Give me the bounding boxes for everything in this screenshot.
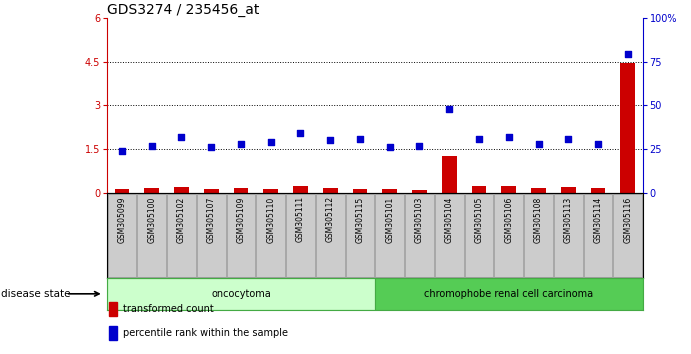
Text: GSM305107: GSM305107 xyxy=(207,196,216,243)
Text: GSM305115: GSM305115 xyxy=(355,196,364,242)
Text: GDS3274 / 235456_at: GDS3274 / 235456_at xyxy=(107,3,260,17)
Bar xyxy=(263,189,278,193)
Text: GSM305106: GSM305106 xyxy=(504,196,513,243)
Text: GSM305099: GSM305099 xyxy=(117,196,126,243)
Bar xyxy=(465,194,493,277)
Text: GSM305109: GSM305109 xyxy=(236,196,245,243)
Point xyxy=(117,148,128,154)
Bar xyxy=(471,186,486,193)
Point xyxy=(265,139,276,145)
Point xyxy=(473,136,484,142)
Text: percentile rank within the sample: percentile rank within the sample xyxy=(123,327,288,338)
Text: GSM305103: GSM305103 xyxy=(415,196,424,243)
Bar xyxy=(286,194,315,277)
Text: GSM305110: GSM305110 xyxy=(266,196,275,242)
Bar xyxy=(346,194,375,277)
Bar xyxy=(107,278,375,310)
Point xyxy=(206,144,217,150)
Bar xyxy=(204,189,218,193)
Bar xyxy=(591,188,605,193)
Point xyxy=(384,144,395,150)
Bar xyxy=(554,194,583,277)
Bar xyxy=(442,155,457,193)
Point xyxy=(562,136,574,142)
Point xyxy=(146,143,158,148)
Bar xyxy=(115,189,129,193)
Bar xyxy=(323,188,338,193)
Bar xyxy=(108,194,136,277)
Text: GSM305114: GSM305114 xyxy=(594,196,603,242)
Point xyxy=(354,136,366,142)
Bar xyxy=(375,194,404,277)
Text: GSM305104: GSM305104 xyxy=(445,196,454,243)
Point xyxy=(622,52,633,57)
Bar xyxy=(382,189,397,193)
Bar xyxy=(227,194,255,277)
Bar xyxy=(174,187,189,193)
Bar xyxy=(316,194,345,277)
Bar xyxy=(405,194,434,277)
Bar xyxy=(108,302,117,316)
Bar xyxy=(531,188,546,193)
Text: transformed count: transformed count xyxy=(123,304,214,314)
Text: GSM305101: GSM305101 xyxy=(386,196,395,242)
Bar xyxy=(501,185,516,193)
Bar xyxy=(256,194,285,277)
Bar xyxy=(167,194,196,277)
Bar xyxy=(293,185,308,193)
Text: disease state: disease state xyxy=(1,289,71,299)
Bar xyxy=(234,188,249,193)
Text: GSM305111: GSM305111 xyxy=(296,196,305,242)
Point xyxy=(236,141,247,147)
Point xyxy=(533,141,544,147)
Point xyxy=(325,137,336,143)
Point xyxy=(444,106,455,112)
Bar xyxy=(375,278,643,310)
Text: oncocytoma: oncocytoma xyxy=(211,289,271,299)
Text: GSM305116: GSM305116 xyxy=(623,196,632,242)
Text: GSM305105: GSM305105 xyxy=(475,196,484,243)
Bar xyxy=(584,194,612,277)
Bar xyxy=(435,194,464,277)
Text: GSM305113: GSM305113 xyxy=(564,196,573,242)
Bar xyxy=(524,194,553,277)
Text: chromophobe renal cell carcinoma: chromophobe renal cell carcinoma xyxy=(424,289,594,299)
Bar xyxy=(197,194,225,277)
Text: GSM305112: GSM305112 xyxy=(325,196,334,242)
Bar xyxy=(561,187,576,193)
Point xyxy=(592,141,603,147)
Point xyxy=(414,143,425,148)
Point xyxy=(295,131,306,136)
Bar xyxy=(352,189,368,193)
Bar xyxy=(144,188,159,193)
Bar xyxy=(108,326,117,339)
Point xyxy=(503,134,514,140)
Bar xyxy=(621,63,635,193)
Bar xyxy=(614,194,642,277)
Bar xyxy=(495,194,523,277)
Bar xyxy=(412,190,427,193)
Bar xyxy=(138,194,166,277)
Text: GSM305100: GSM305100 xyxy=(147,196,156,243)
Text: GSM305108: GSM305108 xyxy=(534,196,543,242)
Point xyxy=(176,134,187,140)
Text: GSM305102: GSM305102 xyxy=(177,196,186,242)
